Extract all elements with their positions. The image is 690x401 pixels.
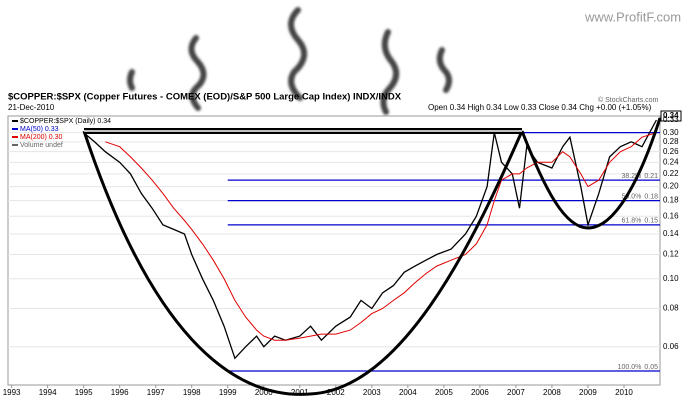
credit: © StockCharts.com (598, 96, 659, 104)
legend-label: Volume undef (20, 142, 63, 149)
steam (127, 69, 135, 91)
fib-value: 0.05 (644, 364, 658, 371)
legend-label: $COPPER:$SPX (Daily) 0.34 (20, 118, 111, 125)
fib-label: 50.0% (622, 193, 642, 200)
y-tick-label: 0.12 (663, 250, 679, 259)
fib-value: 0.21 (644, 173, 658, 180)
x-tick-label: 1998 (183, 388, 201, 397)
chart-title: $COPPER:$SPX (Copper Futures - COMEX (EO… (8, 92, 402, 103)
x-tick-label: 2007 (507, 388, 525, 397)
steam (188, 35, 207, 111)
y-tick-label: 0.28 (663, 137, 679, 146)
y-tick-label: 0.06 (663, 342, 679, 351)
fib-label: 38.2% (622, 173, 642, 180)
x-tick-label: 1996 (111, 388, 129, 397)
plot-frame (7, 115, 661, 386)
y-tick-label: 0.16 (663, 211, 679, 220)
x-tick-label: 2006 (471, 388, 489, 397)
steam (436, 47, 452, 93)
y-tick-label: 0.26 (663, 147, 679, 156)
series-line (105, 132, 657, 341)
fib-label: 100.0% (618, 364, 642, 371)
x-tick-label: 1993 (3, 388, 21, 397)
chart-date: 21-Dec-2010 (8, 103, 55, 112)
legend-label: MA(50) 0.33 (20, 126, 59, 133)
x-tick-label: 2001 (291, 388, 309, 397)
y-tick-label: 0.14 (663, 229, 679, 238)
handle-curve (520, 117, 662, 230)
pattern-overlay (82, 117, 662, 396)
y-tick-label: 0.08 (663, 304, 679, 313)
x-tick-label: 1997 (147, 388, 165, 397)
axis-marker: 0.33 (663, 115, 679, 124)
steam-decoration (127, 7, 452, 115)
x-tick-label: 2003 (363, 388, 381, 397)
legend-label: MA(200) 0.30 (20, 134, 63, 141)
x-tick-label: 1994 (39, 388, 57, 397)
y-tick-label: 0.20 (663, 182, 679, 191)
fib-value: 0.15 (644, 218, 658, 225)
y-tick-label: 0.10 (663, 274, 679, 283)
x-tick-label: 2009 (579, 388, 597, 397)
cup-curve (82, 130, 524, 396)
x-tick-label: 1999 (219, 388, 237, 397)
x-tick-label: 2008 (543, 388, 561, 397)
marker-box (660, 110, 682, 122)
site-name: www.ProfitF.com (584, 9, 681, 24)
axis-marker: 0.34 (663, 111, 679, 120)
x-tick-label: 2000 (255, 388, 273, 397)
x-tick-label: 2005 (435, 388, 453, 397)
fib-label: 61.8% (622, 218, 642, 225)
y-tick-label: 0.24 (663, 157, 679, 166)
x-tick-label: 2002 (327, 388, 345, 397)
fib-value: 0.18 (644, 193, 658, 200)
x-tick-label: 2004 (399, 388, 417, 397)
series-line (83, 119, 657, 360)
x-tick-label: 1995 (75, 388, 93, 397)
steam (380, 29, 400, 115)
y-tick-label: 0.30 (663, 128, 679, 137)
steam (288, 7, 307, 101)
y-tick-label: 0.18 (663, 196, 679, 205)
y-tick-label: 0.22 (663, 169, 679, 178)
x-tick-label: 2010 (615, 388, 633, 397)
quote: Open 0.34 High 0.34 Low 0.33 Close 0.34 … (428, 103, 652, 112)
